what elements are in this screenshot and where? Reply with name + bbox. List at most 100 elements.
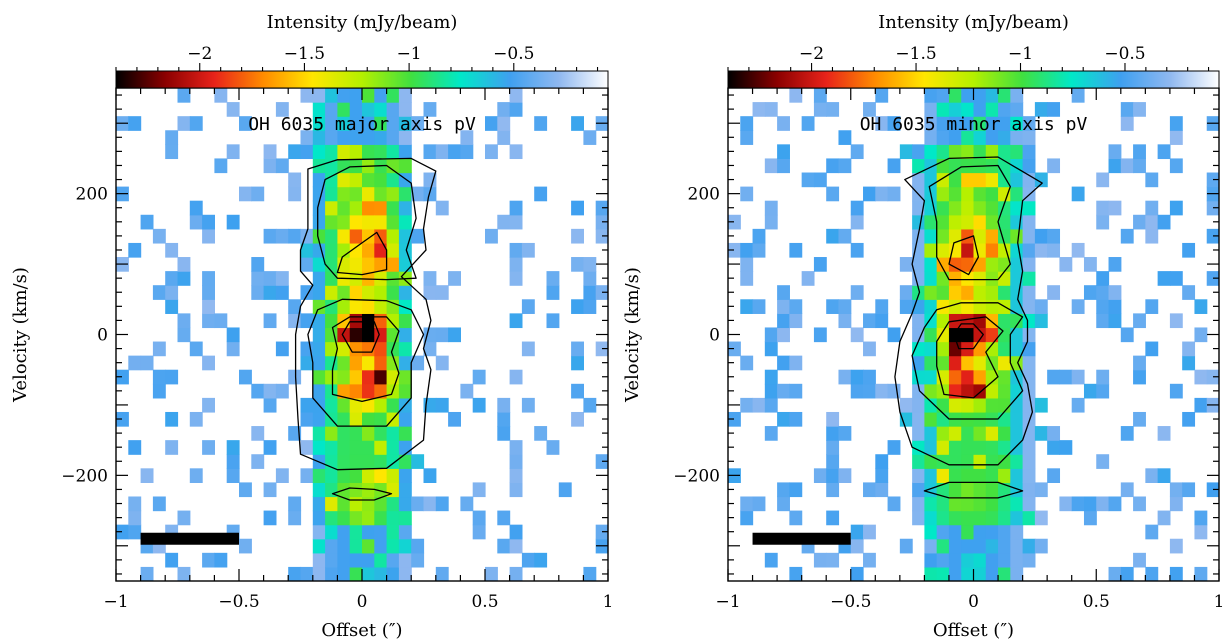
intensity-pixel: [826, 482, 840, 498]
colorbar: [727, 70, 1220, 89]
intensity-pixel: [349, 285, 363, 300]
intensity-pixel: [325, 228, 338, 244]
intensity-pixel: [789, 313, 803, 329]
intensity-pixel: [936, 214, 950, 230]
intensity-pixel: [398, 355, 412, 371]
colorbar: [115, 70, 609, 89]
intensity-pixel: [912, 369, 925, 385]
intensity-pixel: [1194, 566, 1208, 581]
intensity-pixel: [521, 299, 535, 314]
intensity-pixel: [398, 454, 412, 469]
intensity-pixel: [411, 355, 425, 371]
intensity-pixel: [1047, 468, 1061, 483]
intensity-pixel: [152, 285, 166, 300]
intensity-pixel: [912, 144, 925, 160]
intensity-pixel: [374, 144, 388, 160]
intensity-pixel: [423, 468, 437, 483]
intensity-pixel: [312, 130, 326, 145]
intensity-pixel: [813, 102, 827, 117]
intensity-pixel: [961, 214, 975, 230]
intensity-pixel: [521, 341, 535, 357]
intensity-pixel: [288, 369, 302, 385]
intensity-pixel: [398, 524, 412, 540]
intensity-pixel: [998, 468, 1011, 483]
intensity-pixel: [961, 369, 975, 385]
intensity-pixel: [386, 552, 400, 568]
intensity-pixel: [973, 214, 987, 230]
intensity-pixel: [985, 341, 999, 357]
intensity-pixel: [239, 538, 252, 554]
intensity-pixel: [998, 369, 1011, 385]
intensity-pixel: [411, 186, 425, 202]
intensity-pixel: [1096, 214, 1110, 230]
intensity-pixel: [1047, 102, 1061, 117]
intensity-pixel: [349, 88, 363, 103]
intensity-pixel: [1022, 440, 1036, 455]
intensity-pixel: [740, 271, 754, 286]
intensity-pixel: [374, 440, 388, 455]
intensity-pixel: [497, 510, 511, 526]
intensity-pixel: [300, 440, 314, 455]
intensity-pixel: [1010, 242, 1024, 258]
intensity-pixel: [1010, 172, 1024, 188]
intensity-pixel: [398, 440, 412, 455]
scale-bar: [752, 532, 851, 545]
intensity-pixel: [288, 566, 302, 581]
intensity-pixel: [998, 285, 1011, 300]
x-tick-label: 0: [357, 592, 368, 612]
intensity-pixel: [826, 228, 840, 244]
intensity-pixel: [349, 299, 363, 314]
intensity-pixel: [509, 482, 523, 498]
intensity-pixel: [1108, 200, 1122, 216]
intensity-pixel: [985, 186, 999, 202]
intensity-pixel: [863, 482, 876, 498]
intensity-pixel: [288, 510, 302, 526]
intensity-pixel: [752, 242, 766, 258]
intensity-pixel: [595, 200, 608, 216]
intensity-pixel: [583, 397, 597, 413]
intensity-pixel: [1071, 496, 1085, 512]
intensity-pixel: [961, 271, 975, 286]
intensity-pixel: [1194, 369, 1208, 385]
intensity-pixel: [924, 440, 938, 455]
intensity-pixel: [936, 200, 950, 216]
intensity-pixel: [312, 116, 326, 131]
intensity-pixel: [1022, 214, 1036, 230]
intensity-pixel: [985, 355, 999, 371]
intensity-pixel: [571, 257, 584, 272]
intensity-pixel: [374, 524, 388, 540]
intensity-pixel: [386, 214, 400, 230]
intensity-pixel: [948, 566, 962, 581]
intensity-pixel: [752, 397, 766, 413]
intensity-pixel: [1010, 186, 1024, 202]
intensity-pixel: [1010, 440, 1024, 455]
intensity-pixel: [826, 552, 840, 568]
intensity-pixel: [288, 172, 302, 188]
intensity-pixel: [165, 130, 179, 145]
intensity-pixel: [936, 496, 950, 512]
intensity-pixel: [912, 355, 925, 371]
x-tick-label: −1: [715, 592, 740, 612]
intensity-pixel: [936, 440, 950, 455]
intensity-pixel: [300, 130, 314, 145]
intensity-pixel: [998, 524, 1011, 540]
intensity-pixel: [1047, 242, 1061, 258]
intensity-pixel: [924, 299, 938, 314]
intensity-pixel: [251, 186, 265, 202]
intensity-pixel: [571, 200, 584, 216]
intensity-pixel: [985, 426, 999, 441]
intensity-pixel: [521, 242, 535, 258]
intensity-pixel: [386, 510, 400, 526]
intensity-pixel: [165, 411, 179, 427]
intensity-pixel: [386, 440, 400, 455]
intensity-pixel: [263, 144, 277, 160]
intensity-pixel: [1194, 299, 1208, 314]
intensity-pixel: [973, 88, 987, 103]
intensity-pixel: [1133, 411, 1146, 427]
intensity-pixel: [948, 102, 962, 117]
intensity-pixel: [337, 369, 351, 385]
intensity-pixel: [300, 397, 314, 413]
intensity-pixel: [165, 299, 179, 314]
intensity-pixel: [1120, 158, 1134, 174]
intensity-pixel: [961, 327, 975, 343]
